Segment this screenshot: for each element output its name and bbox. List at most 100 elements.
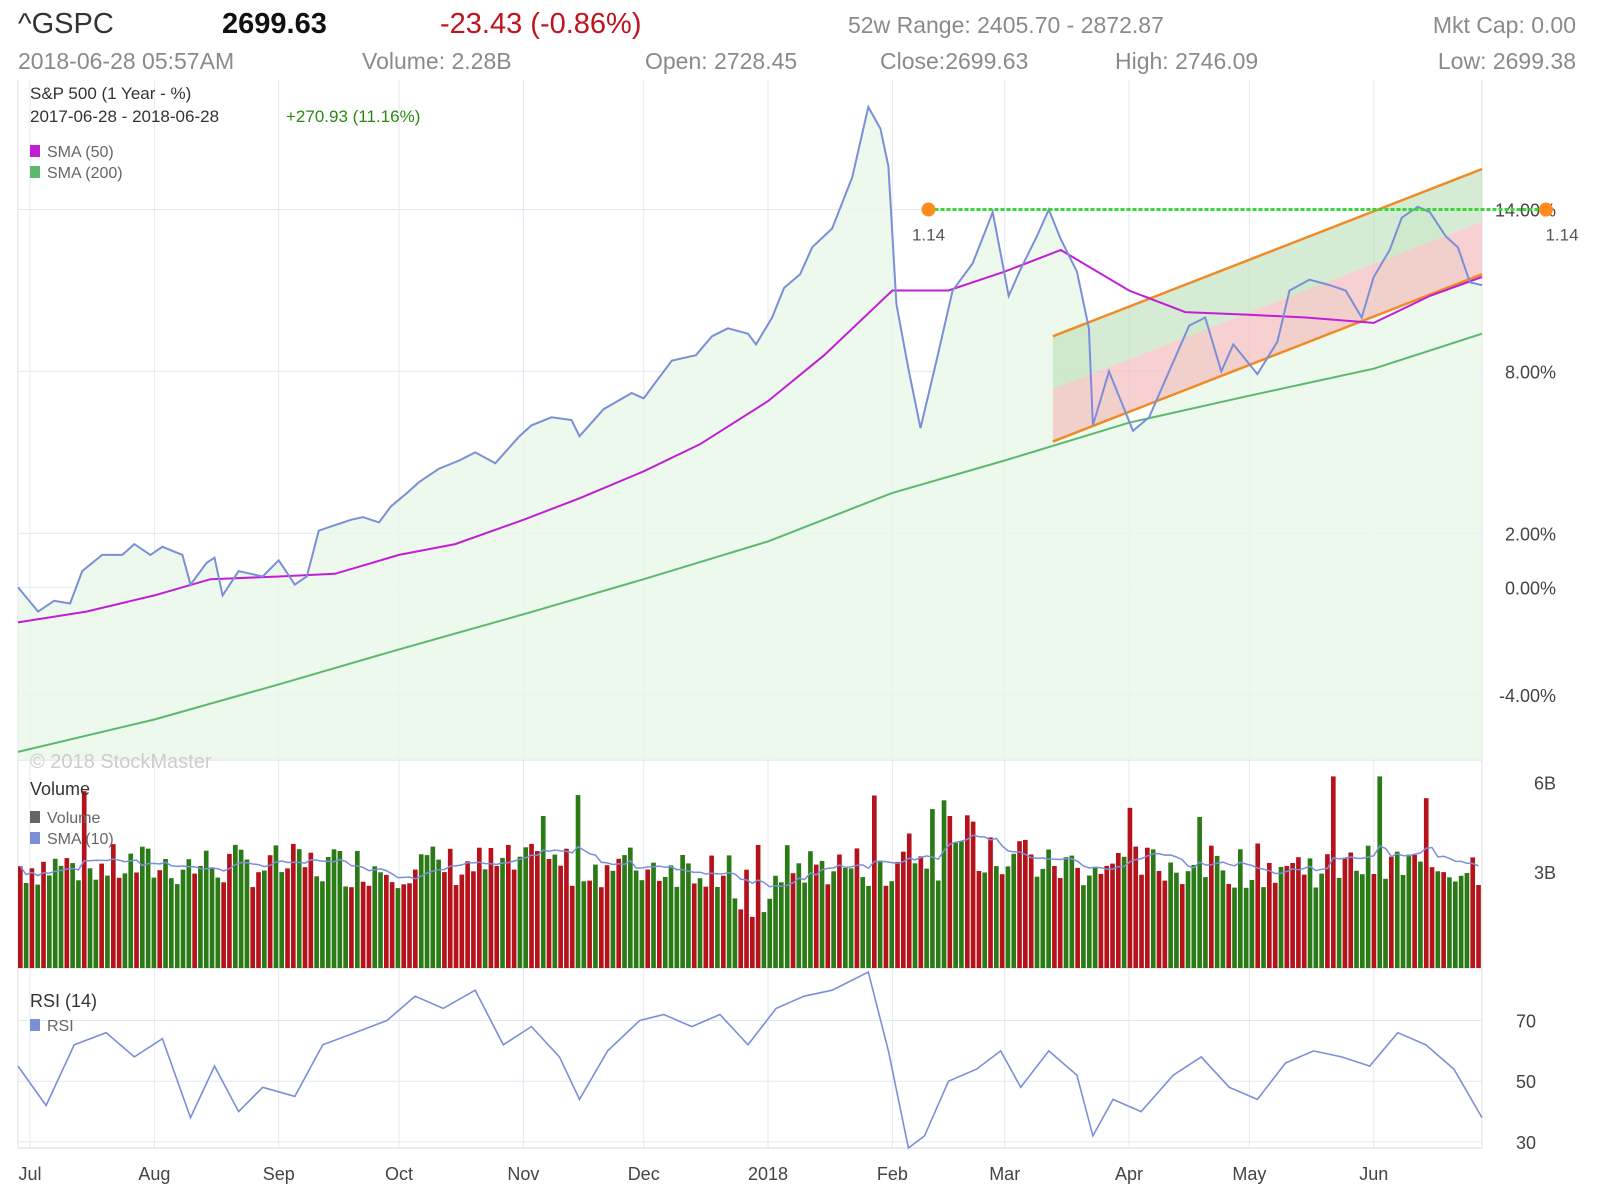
volume-bar — [1371, 874, 1377, 968]
volume-bar — [1209, 845, 1214, 968]
vol-sma-legend-swatch — [30, 832, 40, 844]
volume-bar — [1412, 854, 1417, 968]
volume-bar — [1447, 877, 1452, 968]
volume-bar — [564, 848, 569, 968]
volume-bar — [302, 867, 308, 968]
volume-bar — [87, 868, 93, 968]
volume-bar — [1145, 847, 1150, 968]
volume-bar — [291, 843, 296, 968]
volume-bar — [1383, 878, 1388, 968]
volume-bar — [895, 861, 900, 968]
volume-bar — [1075, 867, 1080, 968]
volume-bar — [459, 874, 465, 968]
volume-bar — [1168, 862, 1173, 968]
volume-bar — [558, 865, 563, 968]
trend-channel-upper-fill — [1052, 169, 1482, 389]
quote-datetime: 2018-06-28 05:57AM — [18, 48, 235, 74]
volume-bar — [540, 816, 546, 968]
volume-bar — [447, 848, 453, 968]
volume-bar — [494, 865, 500, 968]
volume-bar — [93, 879, 99, 968]
sma200-legend-swatch — [30, 166, 40, 178]
volume-bar — [819, 860, 825, 968]
volume-bar — [901, 851, 906, 968]
x-tick-label: Jun — [1359, 1164, 1388, 1184]
volume-bar — [360, 881, 366, 968]
volume-bar — [744, 869, 749, 968]
volume-bar — [407, 883, 412, 968]
volume-bar — [81, 791, 87, 968]
volume-bar — [941, 800, 947, 968]
volume-bar — [436, 859, 441, 968]
volume-bar — [999, 874, 1005, 968]
x-tick-label: Dec — [628, 1164, 660, 1184]
volume-bar — [169, 878, 174, 968]
price-panel[interactable]: 14.00%8.00%2.00%0.00%-4.00%1.141.14 — [17, 104, 1579, 760]
x-tick-label: Mar — [989, 1164, 1020, 1184]
volume-bar — [151, 877, 157, 968]
volume-bar — [1232, 887, 1237, 968]
sma50-legend-swatch — [30, 145, 40, 157]
volume-bar — [1429, 867, 1435, 968]
volume-bar — [930, 809, 935, 968]
volume-bar — [128, 853, 134, 968]
x-tick-label: Sep — [263, 1164, 295, 1184]
volume-bar — [1331, 776, 1336, 968]
rsi-legend-swatch — [30, 1019, 40, 1031]
volume-bar — [628, 847, 633, 968]
volume-bar — [1005, 866, 1011, 968]
volume-bar — [337, 851, 343, 968]
volume-bar — [994, 866, 999, 968]
volume-bar — [831, 871, 836, 968]
volume-bar — [424, 855, 430, 968]
volume-bar — [1243, 887, 1249, 968]
volume-bar — [581, 881, 587, 968]
volume-bar — [355, 851, 360, 968]
volume-bar — [1139, 874, 1144, 968]
volume-bar — [953, 842, 958, 968]
volume-bar — [41, 861, 46, 968]
volume-bar — [1203, 877, 1208, 968]
vol-sma-legend-label: SMA (10) — [47, 831, 114, 848]
volume-bar — [1441, 872, 1446, 968]
volume-bar — [802, 882, 807, 968]
volume-bar — [511, 869, 517, 968]
volume-panel[interactable]: 6B 3B — [18, 773, 1556, 968]
volume-bar — [1360, 874, 1365, 968]
x-tick-label: May — [1232, 1164, 1266, 1184]
volume-bar — [1476, 885, 1481, 968]
volume-bar — [1185, 871, 1191, 968]
volume-bar — [1342, 858, 1348, 968]
volume-bar — [1267, 862, 1272, 968]
volume-bar — [52, 858, 58, 968]
volume-bar — [988, 837, 993, 968]
volume-bar — [1261, 887, 1266, 968]
price-chart-range: 2017-06-28 - 2018-06-28 — [30, 107, 219, 126]
high-stat: High: 2746.09 — [1115, 48, 1259, 74]
volume-bar — [488, 848, 494, 968]
volume-bar — [599, 887, 604, 968]
volume-bar — [587, 880, 592, 968]
x-tick-label: Oct — [385, 1164, 413, 1184]
volume-bar — [285, 868, 290, 968]
volume-bar — [395, 888, 401, 968]
volume-bar — [1313, 887, 1319, 968]
volume-bar — [1307, 858, 1313, 968]
volume-bar — [1214, 855, 1220, 968]
volume-bar — [174, 884, 180, 968]
volume-bar — [47, 875, 52, 968]
volume-bar — [1249, 880, 1255, 968]
rsi-panel[interactable]: 70 50 30 — [17, 970, 1536, 1153]
volume-bar — [1453, 881, 1458, 968]
volume-bar — [343, 886, 348, 968]
volume-bar — [709, 855, 714, 968]
volume-bar — [331, 849, 337, 968]
volume-bar — [1034, 876, 1040, 968]
volume-bar — [889, 881, 895, 968]
volume-bar — [157, 870, 163, 968]
volume-y-tick-label: 3B — [1534, 863, 1556, 883]
volume-bar — [593, 864, 598, 968]
volume-bar — [569, 885, 575, 968]
level-line-right-handle — [1539, 202, 1553, 217]
